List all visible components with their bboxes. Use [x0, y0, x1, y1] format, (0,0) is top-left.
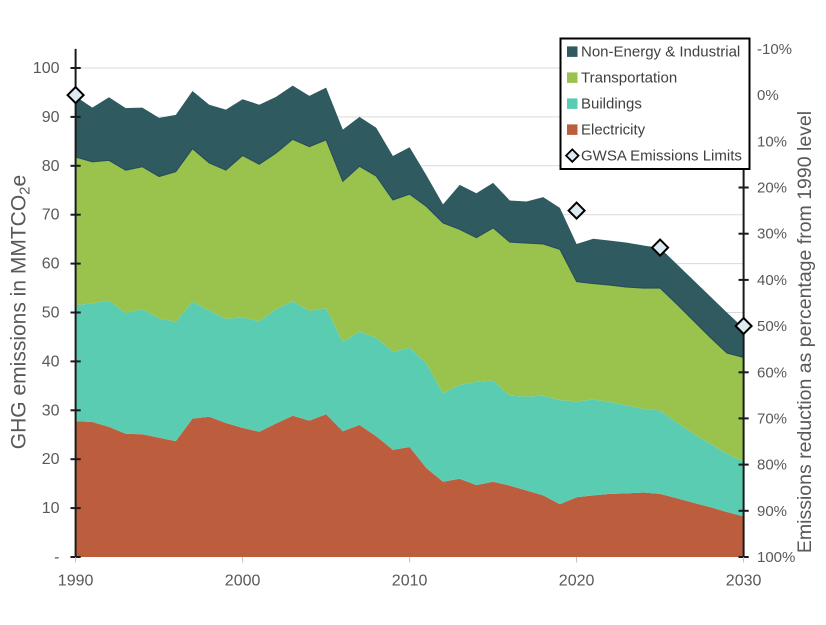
- svg-text:50%: 50%: [757, 318, 787, 335]
- svg-text:90: 90: [42, 109, 60, 126]
- svg-text:70: 70: [42, 207, 60, 224]
- svg-text:30: 30: [42, 402, 60, 419]
- svg-text:20%: 20%: [757, 180, 787, 197]
- svg-text:2020: 2020: [559, 573, 595, 590]
- svg-text:Electricity: Electricity: [581, 122, 646, 139]
- svg-text:-10%: -10%: [757, 41, 792, 58]
- svg-text:2000: 2000: [225, 573, 261, 590]
- svg-text:100: 100: [33, 60, 60, 77]
- svg-text:Emissions reduction as percent: Emissions reduction as percentage from 1…: [794, 111, 816, 553]
- svg-text:60%: 60%: [757, 364, 787, 381]
- svg-text:10: 10: [42, 500, 60, 517]
- svg-text:10%: 10%: [757, 133, 787, 150]
- svg-text:GWSA Emissions Limits: GWSA Emissions Limits: [581, 148, 742, 165]
- svg-text:20: 20: [42, 451, 60, 468]
- svg-text:80: 80: [42, 158, 60, 175]
- svg-text:60: 60: [42, 256, 60, 273]
- svg-text:40: 40: [42, 353, 60, 370]
- svg-text:30%: 30%: [757, 226, 787, 243]
- svg-text:1990: 1990: [58, 573, 94, 590]
- svg-text:80%: 80%: [757, 457, 787, 474]
- svg-text:2010: 2010: [392, 573, 428, 590]
- svg-text:2030: 2030: [726, 573, 762, 590]
- svg-text:Transportation: Transportation: [581, 70, 677, 87]
- svg-text:-: -: [54, 549, 59, 566]
- svg-text:100%: 100%: [757, 549, 795, 566]
- svg-text:Non-Energy & Industrial: Non-Energy & Industrial: [581, 44, 740, 61]
- svg-text:GHG emissions in MMTCO2e: GHG emissions in MMTCO2e: [8, 175, 34, 449]
- svg-text:40%: 40%: [757, 272, 787, 289]
- svg-text:70%: 70%: [757, 410, 787, 427]
- svg-text:Buildings: Buildings: [581, 96, 642, 113]
- svg-text:50: 50: [42, 305, 60, 322]
- svg-text:0%: 0%: [757, 87, 779, 104]
- svg-text:90%: 90%: [757, 503, 787, 520]
